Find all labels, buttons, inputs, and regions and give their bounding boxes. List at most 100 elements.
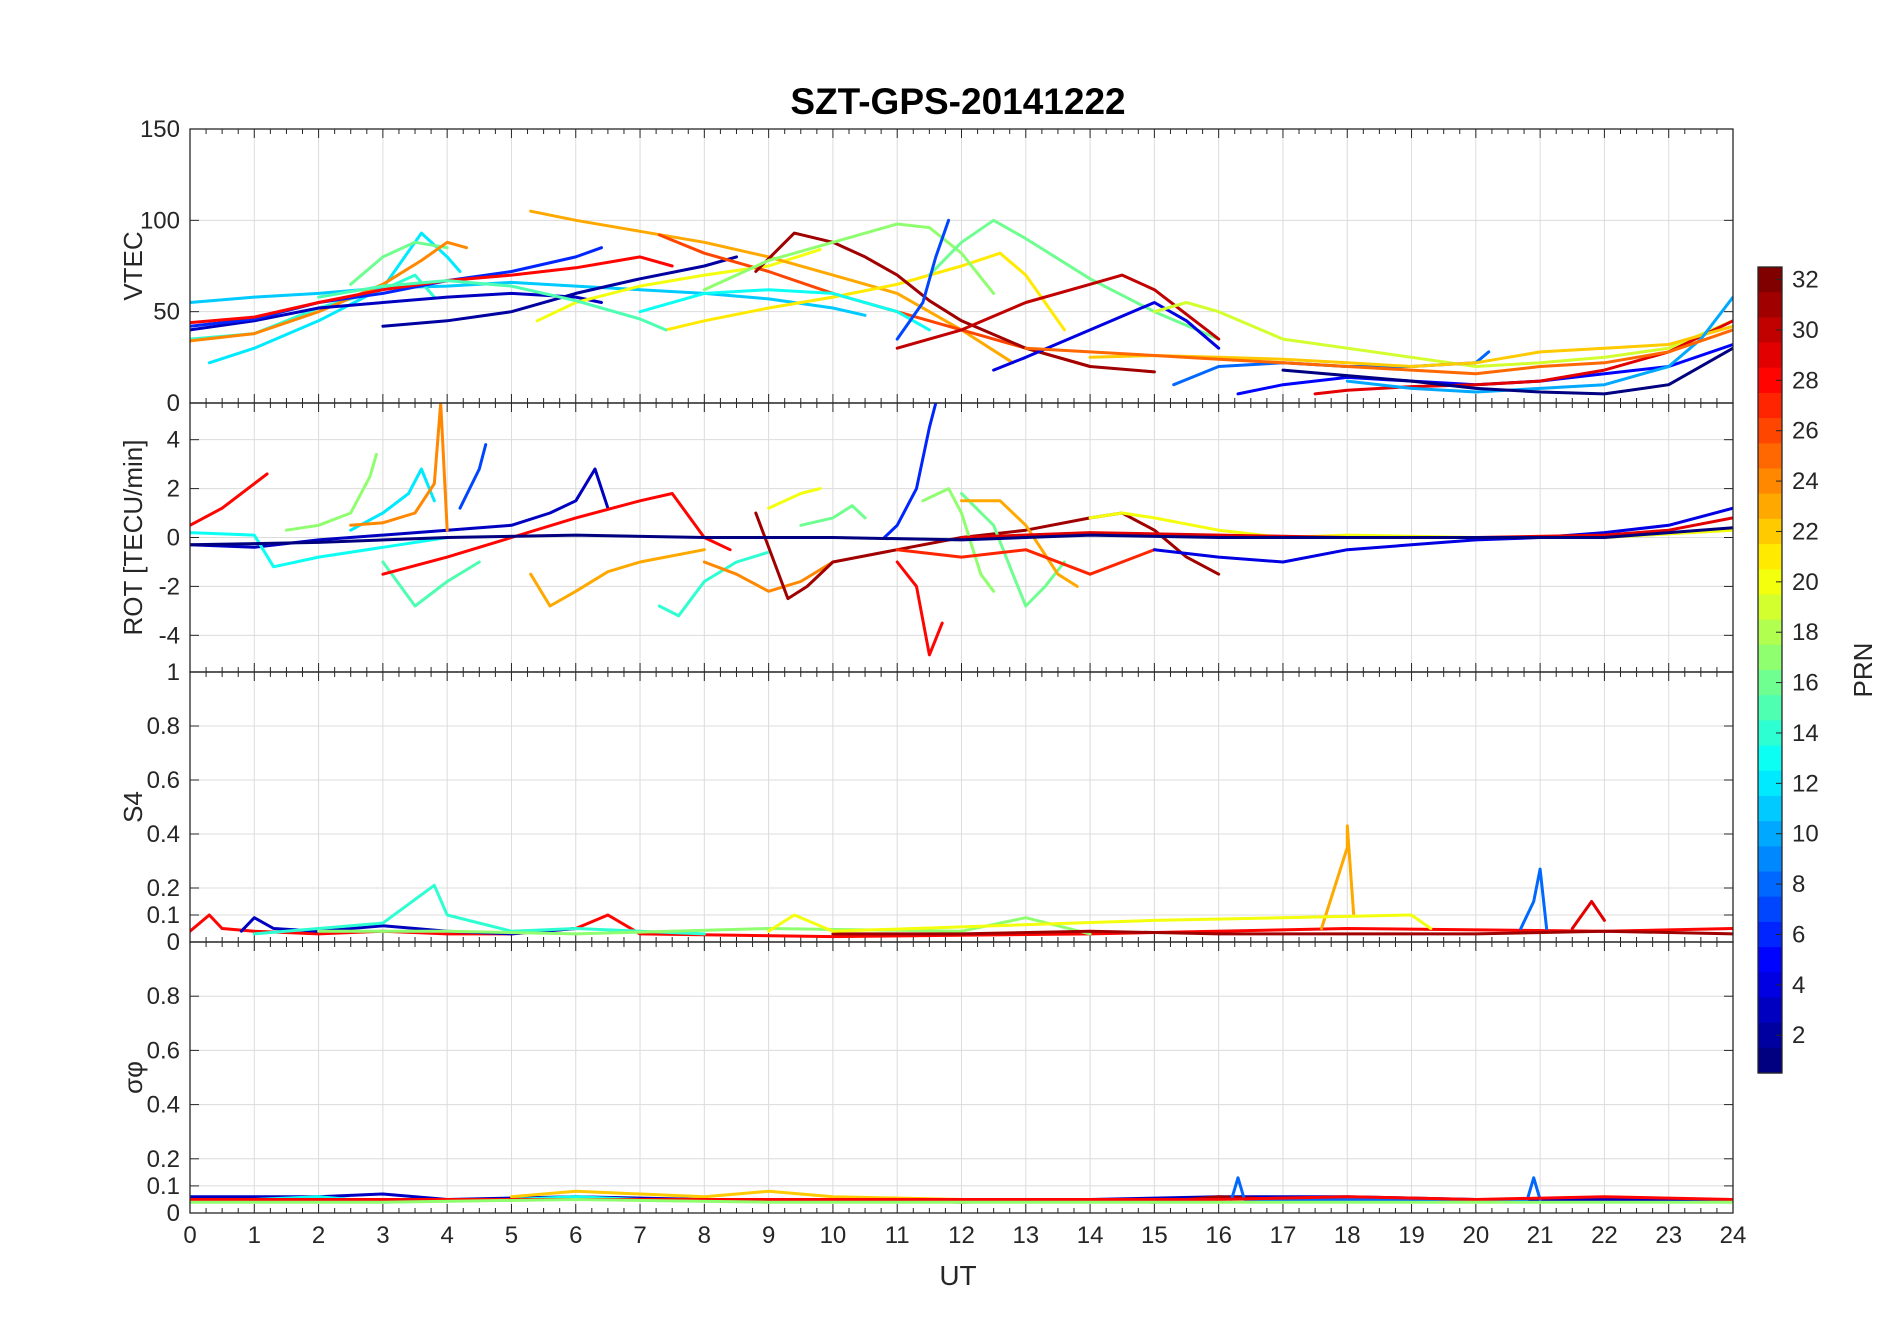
y-tick-label: 0.8 (147, 713, 180, 740)
series-line-prn-21 (664, 251, 1066, 332)
series-line-prn-28 (190, 255, 674, 325)
series-line-prn-31 (831, 929, 1733, 936)
colorbar-tick-label: 20 (1792, 569, 1819, 596)
colorbar-swatch (1758, 846, 1782, 873)
series-line-prn-16 (927, 218, 1221, 341)
colorbar-tick-label: 32 (1792, 267, 1819, 294)
colorbar-tick-label: 30 (1792, 317, 1819, 344)
y-tick-label: 0.1 (147, 1173, 180, 1200)
y-tick-label: 0.4 (147, 1092, 180, 1119)
series-line-prn-17 (190, 1198, 1733, 1204)
y-tick-label: 1 (167, 659, 180, 686)
y-tick-label: 0.2 (147, 875, 180, 902)
series-line-prn-23 (529, 548, 706, 608)
panel-1: 0 50 100 150 VTEC (118, 116, 1734, 417)
y-tick-label: 0.1 (147, 902, 180, 929)
series-line-prn-17 (284, 452, 378, 532)
series-line-prn-1 (1281, 346, 1733, 396)
y-tick-label: 0.6 (147, 1037, 180, 1064)
colorbar-tick-label: 2 (1792, 1022, 1805, 1049)
colorbar-swatch (1758, 493, 1782, 520)
series-line-prn-28 (381, 492, 732, 576)
series-line-prn-6 (882, 403, 938, 539)
chart-title: SZT-GPS-20141222 (790, 81, 1125, 122)
series-line-prn-16 (960, 492, 1066, 608)
x-tick-label: 22 (1591, 1222, 1618, 1249)
x-tick-label: 5 (505, 1222, 518, 1249)
x-tick-label: 9 (762, 1222, 775, 1249)
series-line-prn-12 (349, 467, 436, 532)
series-line-prn-13 (190, 531, 449, 569)
series-line-prn-23 (960, 499, 1079, 588)
series-line-prn-11 (190, 280, 867, 317)
series-line-prn-20 (767, 487, 822, 510)
colorbar-swatch (1758, 392, 1782, 419)
x-tick-label: 12 (948, 1222, 975, 1249)
colorbar-tick-label: 4 (1792, 972, 1805, 999)
series-line-prn-15 (317, 279, 668, 332)
series-line-prn-4 (992, 301, 1221, 372)
x-tick-label: 19 (1398, 1222, 1425, 1249)
series-line-prn-17 (921, 487, 996, 593)
colorbar-swatch (1758, 443, 1782, 470)
colorbar-swatch (1758, 695, 1782, 721)
x-tick-label: 11 (885, 1222, 910, 1249)
x-tick-label: 4 (440, 1222, 453, 1249)
x-tick-label: 3 (376, 1222, 389, 1249)
series-line-prn-27 (895, 548, 1156, 576)
series-line-prn-14 (252, 883, 706, 936)
series-line-prn-20 (767, 913, 1433, 933)
y-tick-label: 0 (167, 390, 180, 417)
y-tick-label: -4 (159, 622, 180, 649)
colorbar-swatch (1758, 997, 1782, 1024)
y-tick-label: 0 (167, 1200, 180, 1227)
series-group (190, 824, 1733, 939)
y-axis-label: S4 (118, 791, 148, 823)
x-tick-label: 13 (1012, 1222, 1039, 1249)
series-line-prn-17 (702, 222, 996, 295)
y-tick-label: 0.2 (147, 1146, 180, 1173)
colorbar-swatch (1758, 544, 1782, 570)
series-line-prn-28 (190, 472, 269, 527)
colorbar-tick-label: 10 (1792, 821, 1819, 848)
x-tick-label: 16 (1205, 1222, 1232, 1249)
series-line-prn-14 (657, 550, 771, 618)
series-line-prn-19 (1152, 301, 1733, 368)
series-line-prn-2 (381, 255, 738, 328)
x-tick-label: 1 (248, 1222, 261, 1249)
series-line-prn-7 (895, 218, 951, 341)
colorbar-tick-label: 14 (1792, 720, 1819, 747)
series-line-prn-28 (895, 560, 944, 657)
series-line-prn-4 (1152, 506, 1733, 564)
series-line-prn-8 (1519, 867, 1549, 930)
colorbar-swatch (1758, 594, 1782, 621)
y-tick-label: -2 (159, 573, 180, 600)
panel-frame (189, 941, 1734, 1214)
series-line-prn-25 (1024, 328, 1733, 376)
x-tick-label: 6 (569, 1222, 582, 1249)
series-line-prn-29 (1570, 900, 1606, 930)
y-tick-label: 150 (140, 116, 180, 143)
colorbar-swatch (1758, 795, 1782, 822)
series-line-prn-24 (349, 403, 449, 532)
y-tick-label: 4 (167, 427, 180, 454)
colorbar-tick-label: 8 (1792, 871, 1805, 898)
colorbar-swatch (1758, 644, 1782, 671)
series-line-prn-30 (895, 273, 1221, 350)
x-tick-label: 10 (820, 1222, 847, 1249)
series-line-prn-31 (754, 511, 1221, 601)
colorbar-swatch (1758, 292, 1782, 318)
x-axis: 0 1 2 3 4 5 6 7 8 9 10 11 12 13 14 15 16 17 18 19 20 21 22 23 24 (183, 1222, 1746, 1249)
y-axis-label: σφ (118, 1061, 148, 1094)
y-tick-label: 0 (167, 929, 180, 956)
y-tick-label: 0.4 (147, 821, 180, 848)
y-tick-label: 50 (153, 299, 180, 326)
series-line-prn-12 (207, 231, 462, 365)
series-line-prn-17 (317, 916, 1092, 936)
y-tick-label: 0 (167, 525, 180, 552)
y-tick-label: 0.8 (147, 983, 180, 1010)
colorbar-tick-label: 12 (1792, 770, 1819, 797)
series-line-prn-16 (349, 240, 449, 286)
